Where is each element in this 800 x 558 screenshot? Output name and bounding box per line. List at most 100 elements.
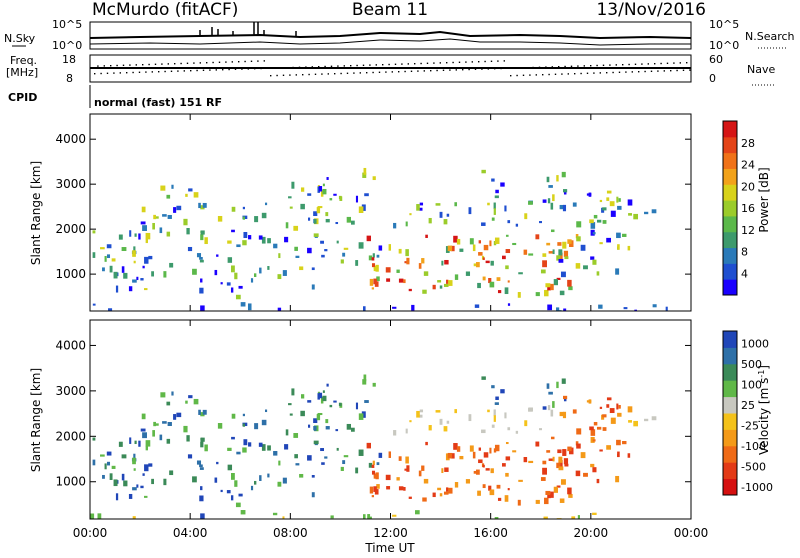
nave-point (462, 69, 464, 71)
nave-point (503, 60, 505, 62)
range-cell (214, 269, 218, 276)
range-cell (446, 213, 450, 217)
range-cell (355, 467, 359, 474)
nave-point (106, 72, 109, 74)
nave-point (644, 70, 646, 73)
range-cell (162, 421, 167, 424)
range-cell (494, 402, 499, 405)
power-panel: Slant Range [km] 1000 2000 3000 4000 4 8 12 16… (29, 113, 771, 312)
range-cell (97, 513, 102, 519)
nave-point (260, 67, 262, 70)
nave-point (420, 62, 422, 65)
xtick-label: 00:00 (73, 526, 108, 540)
nave-point (634, 63, 637, 65)
range-cell (478, 240, 482, 244)
range-cell (372, 253, 375, 258)
range-cell (231, 472, 235, 480)
range-cell (227, 257, 233, 263)
nave-point (250, 60, 253, 62)
nave-point (196, 69, 198, 72)
range-cell (602, 414, 607, 418)
range-cell (307, 424, 311, 428)
range-cell (616, 403, 619, 410)
nave-point (535, 74, 537, 76)
range-cell (198, 409, 201, 415)
nave-point (199, 62, 201, 64)
nave-point (391, 71, 393, 73)
range-cell (188, 395, 193, 399)
colorbar-tick-label: -500 (741, 460, 766, 473)
range-cell (543, 516, 548, 519)
nave-point (430, 70, 432, 72)
range-cell (560, 271, 566, 278)
range-cell (437, 487, 442, 491)
nave-point (353, 72, 355, 74)
range-cell (273, 451, 278, 456)
range-cell (317, 412, 323, 416)
range-cell (288, 196, 292, 199)
nave-point (177, 70, 179, 72)
nave-point (148, 63, 150, 66)
range-cell (261, 444, 266, 451)
nave-point (311, 66, 313, 68)
range-cell (335, 429, 339, 432)
nave-point (529, 74, 531, 76)
range-cell (501, 255, 506, 260)
colorbar-tick-label: 20 (741, 180, 755, 193)
nave-point (663, 70, 665, 72)
nave-point (682, 69, 685, 71)
range-cell (142, 432, 147, 439)
range-cell (159, 434, 163, 441)
range-cell (153, 421, 156, 427)
range-cell (483, 452, 489, 458)
range-cell (166, 438, 171, 444)
range-cell (200, 234, 204, 241)
range-cell (388, 451, 392, 458)
range-cell (493, 415, 496, 422)
colorbar-swatch (723, 413, 737, 430)
range-cell (454, 409, 458, 414)
range-cell (376, 462, 380, 466)
range-cell (313, 426, 317, 431)
range-cell (404, 468, 407, 471)
nave-point (257, 60, 259, 62)
range-cell (355, 402, 359, 410)
range-cell (242, 240, 247, 246)
range-cell (167, 422, 172, 426)
range-cell (355, 195, 359, 203)
range-cell (428, 425, 432, 431)
range-cell (501, 463, 506, 467)
range-cell (561, 171, 566, 178)
range-cell (326, 177, 329, 180)
range-cell (493, 409, 496, 416)
power-xticks (89, 114, 692, 311)
nave-point (558, 66, 560, 68)
range-cell (284, 444, 289, 450)
range-cell (428, 217, 432, 224)
nave-point (350, 65, 352, 67)
velocity-xticks: 00:00 04:00 08:00 12:00 16:00 20:00 00:00 (73, 320, 708, 540)
range-cell (490, 468, 494, 474)
range-cell (278, 460, 281, 466)
range-cell (518, 272, 523, 275)
range-cell (596, 478, 600, 484)
colorbar-swatch (723, 247, 737, 264)
nave-point (554, 73, 557, 75)
nave-point (327, 73, 329, 75)
range-cell (192, 476, 197, 483)
range-cell (171, 391, 174, 396)
ytick-label: 3000 (55, 177, 86, 191)
range-cell (590, 463, 595, 468)
nave-point (647, 63, 649, 65)
nave-point (215, 69, 217, 71)
nave-point (362, 64, 365, 66)
range-cell (267, 445, 271, 451)
range-cell (199, 464, 203, 468)
range-cell (546, 450, 551, 453)
nave-point (183, 70, 185, 72)
range-cell (469, 238, 474, 245)
velocity-colorbar: 1000 500 100 25 -25 -100 -500 -1000 (722, 330, 773, 496)
range-cell (628, 420, 632, 423)
nave-point (612, 71, 614, 74)
range-cell (561, 378, 566, 384)
